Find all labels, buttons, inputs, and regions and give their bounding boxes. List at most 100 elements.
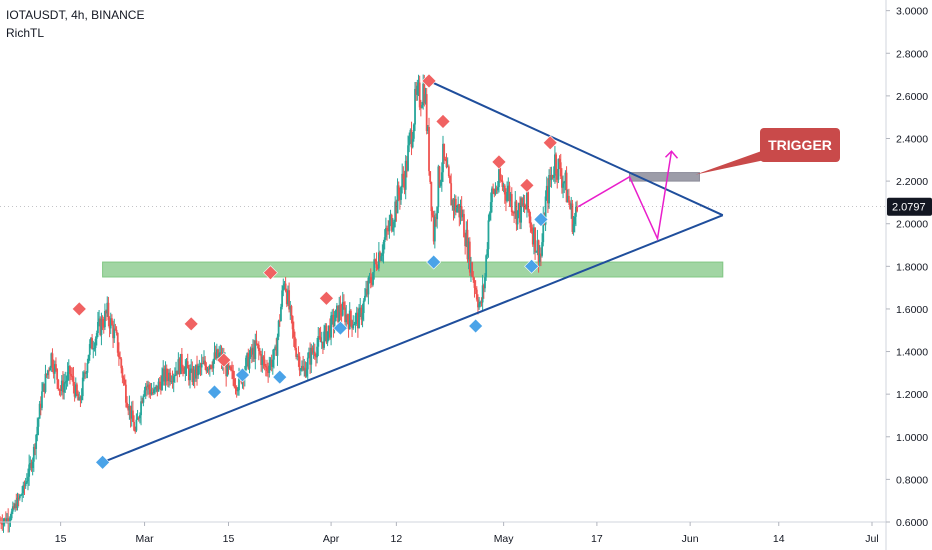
price-tick-label: 2.8000 (896, 48, 928, 60)
candle-body (9, 518, 12, 522)
candle-body (114, 328, 117, 330)
candle-body (23, 485, 26, 487)
candle-body (278, 320, 281, 322)
candle-body (344, 307, 346, 323)
candle-body (374, 259, 377, 262)
time-axis[interactable]: 15 Mar 15 Apr 12 May 17 Jun 14 Jul (0, 521, 886, 545)
candle-body (76, 384, 78, 394)
candle-body (522, 203, 525, 206)
candle-body (444, 158, 447, 161)
candle-body (368, 277, 371, 279)
candle-body (234, 386, 237, 388)
candle-body (283, 283, 286, 286)
candle-body (157, 381, 160, 392)
candle-body (373, 259, 376, 273)
price-tick-label: 1.0000 (896, 432, 928, 444)
candle-body (2, 521, 5, 525)
candle-body (404, 160, 407, 190)
candle-body (144, 386, 147, 391)
candle-body (507, 185, 510, 192)
candle-body (521, 198, 524, 206)
candle-body (410, 130, 413, 148)
candle-body (356, 312, 359, 329)
candle-body (261, 356, 264, 365)
candle-body (550, 174, 553, 181)
candle-body (503, 185, 506, 195)
candle-body (260, 353, 263, 365)
candle-body (284, 283, 287, 291)
candle-body (294, 337, 296, 348)
candle-body (376, 267, 379, 269)
projection-path (577, 151, 673, 242)
candle-body (113, 328, 116, 339)
candle-body (529, 216, 532, 228)
candle-body (31, 461, 34, 469)
candle-body (226, 361, 229, 377)
candle-body (463, 214, 465, 238)
candle-body (305, 369, 308, 377)
candle-body (77, 393, 80, 401)
candle-body (235, 387, 238, 392)
candle-body (428, 127, 430, 172)
candle-body (488, 213, 491, 221)
candle-body (347, 319, 350, 330)
candle-body (565, 172, 568, 203)
price-tick-label: 2.6000 (896, 91, 928, 103)
candle-body (50, 353, 53, 368)
candle-body (572, 224, 575, 232)
candle-body (568, 195, 570, 203)
price-tick-label: 1.4000 (896, 347, 928, 359)
candle-body (311, 347, 314, 353)
candle-body (573, 216, 576, 225)
candle-body (397, 185, 400, 196)
candle-body (478, 303, 481, 308)
swing-high-marker (519, 177, 535, 193)
trigger-label[interactable]: TRIGGER (768, 137, 832, 153)
swing-high-marker (318, 290, 334, 306)
candle-body (4, 518, 7, 522)
candle-body (53, 364, 56, 374)
candle-body (354, 315, 357, 325)
candle-body (433, 217, 436, 242)
chart-legend: IOTAUSDT, 4h, BINANCE RichTL (6, 6, 144, 42)
trigger-annotation[interactable]: TRIGGER (695, 128, 840, 175)
candle-body (535, 251, 538, 253)
candle-body (552, 175, 555, 178)
swing-high-marker (542, 135, 558, 151)
candle-body (81, 377, 84, 397)
candle-body (190, 368, 193, 371)
candle-body (443, 143, 446, 159)
candle-body (330, 315, 332, 338)
candle-body (302, 365, 305, 371)
candle-body (548, 175, 550, 204)
candle-body (365, 289, 367, 296)
candle-body (1, 523, 4, 525)
candle-body (123, 379, 126, 385)
candle-body (52, 367, 55, 374)
candle-body (140, 401, 142, 416)
symbol-title[interactable]: IOTAUSDT, 4h, BINANCE (6, 8, 145, 22)
candle-body (523, 203, 526, 209)
candle-body (564, 172, 567, 182)
candle-body (127, 407, 130, 411)
candle-body (154, 388, 156, 390)
candle-body (250, 348, 253, 355)
candle-body (382, 241, 385, 254)
candle-body (496, 187, 499, 191)
candle-body (227, 361, 230, 368)
indicator-name[interactable]: RichTL (6, 26, 45, 40)
candle-body (381, 253, 384, 256)
candle-body (0, 522, 3, 524)
candle-body (361, 313, 364, 320)
candle-body (391, 227, 394, 231)
candle-body (366, 289, 369, 295)
candle-body (170, 380, 173, 382)
candle-body (350, 310, 352, 321)
candle-body (90, 338, 92, 345)
candle-body (108, 320, 111, 329)
candle-body (37, 418, 40, 427)
swing-low-marker (95, 454, 111, 470)
candle-body (64, 382, 67, 384)
